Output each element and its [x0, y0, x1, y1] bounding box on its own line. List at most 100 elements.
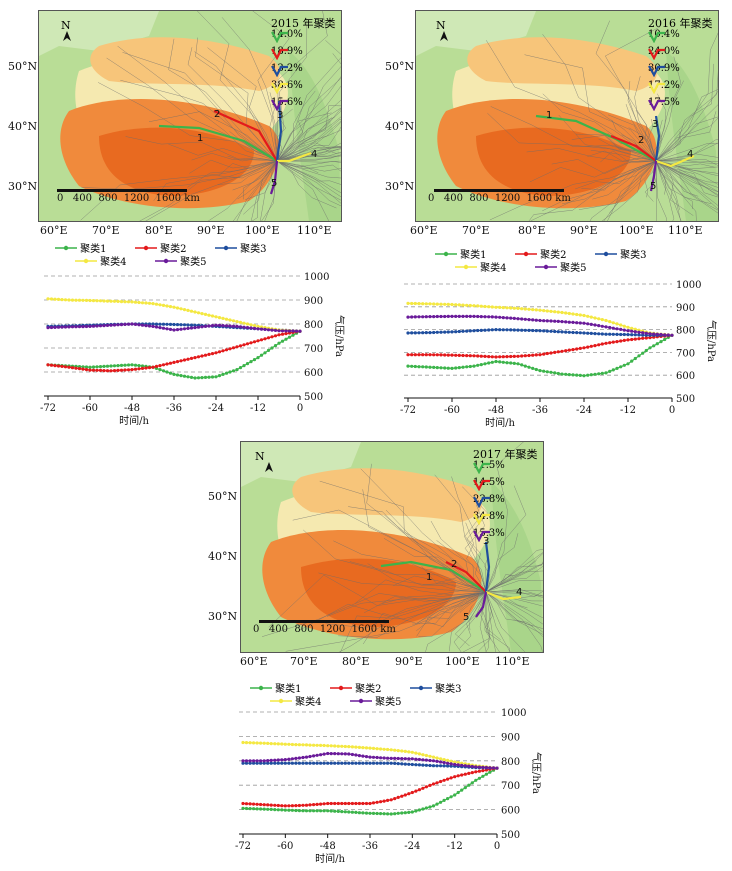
data-point	[586, 314, 590, 318]
data-point	[329, 801, 333, 806]
trajectory-line	[655, 142, 718, 162]
data-point	[542, 352, 546, 356]
data-point	[179, 374, 183, 378]
data-point	[112, 364, 117, 368]
data-point	[494, 355, 498, 359]
data-point	[340, 744, 344, 748]
cluster-number-label: 3	[483, 536, 489, 547]
data-point	[375, 800, 379, 804]
data-point	[126, 322, 131, 326]
legend-item: 聚类3	[410, 680, 462, 695]
data-point	[450, 302, 454, 307]
trajectory-line	[485, 591, 496, 652]
trajectory-line	[485, 560, 537, 593]
lat-label: 40°N	[8, 120, 38, 133]
data-point	[431, 804, 436, 808]
data-point	[428, 315, 432, 319]
trajectory-line	[655, 160, 694, 216]
data-point	[428, 331, 432, 335]
data-point	[487, 328, 491, 332]
data-point	[549, 370, 553, 374]
legend-swatch	[330, 685, 352, 691]
data-point	[442, 764, 446, 768]
data-point	[494, 328, 498, 332]
y-tick-label: 500	[304, 392, 323, 403]
trajectory-line	[276, 108, 293, 162]
data-point	[446, 764, 450, 768]
trajectory-line	[655, 160, 668, 221]
data-point	[439, 353, 443, 357]
trajectory-line	[655, 153, 718, 162]
legend-label: 聚类3	[432, 684, 462, 695]
data-point	[151, 302, 155, 306]
data-point	[491, 766, 496, 770]
data-point	[161, 326, 166, 330]
data-point	[333, 809, 337, 813]
data-point	[350, 810, 354, 814]
data-point	[413, 301, 417, 306]
data-point	[49, 325, 54, 330]
data-point	[375, 811, 379, 816]
data-point	[329, 752, 333, 756]
data-point	[456, 790, 460, 795]
zigzag-icon	[271, 31, 288, 43]
data-point	[130, 363, 134, 367]
trajectory-line	[459, 591, 487, 613]
data-point	[231, 346, 236, 350]
trajectory-line	[276, 160, 341, 172]
zigzag-stroke	[473, 530, 490, 542]
data-point	[406, 315, 410, 319]
data-point	[109, 299, 113, 303]
lon-label: 70°E	[92, 224, 120, 237]
cluster-percent-row: 13.2%	[271, 63, 303, 79]
zigzag-icon	[648, 48, 665, 60]
data-point	[575, 312, 579, 317]
data-point	[221, 349, 225, 353]
data-point	[449, 759, 453, 763]
data-point	[439, 330, 443, 334]
data-point	[467, 783, 471, 787]
data-point	[175, 306, 180, 310]
data-point	[421, 315, 425, 319]
scale-label: 400	[72, 193, 93, 204]
data-point	[410, 757, 414, 761]
data-point	[259, 741, 263, 745]
trajectory-line	[655, 160, 680, 210]
data-point	[161, 303, 166, 307]
x-tick-label: -36	[166, 403, 182, 414]
legend-item: 聚类5	[535, 259, 587, 274]
data-point	[633, 327, 637, 331]
trajectory-line	[604, 26, 660, 162]
data-point	[256, 339, 260, 343]
cluster-percent-value: 15.6%	[271, 97, 303, 108]
trajectory-line	[260, 160, 278, 221]
cluster-mean-trajectory	[445, 561, 487, 593]
trajectory-line	[276, 146, 341, 162]
data-point	[242, 364, 246, 368]
data-point	[269, 758, 273, 762]
data-point	[368, 746, 372, 750]
data-point	[567, 348, 571, 352]
data-point	[389, 798, 393, 802]
data-point	[468, 329, 472, 333]
x-tick-label: -24	[576, 405, 592, 416]
trajectory-line	[139, 160, 278, 221]
lat-label: 40°N	[385, 120, 415, 133]
data-point	[175, 323, 180, 327]
data-point	[315, 802, 319, 806]
trajectory-line	[236, 160, 278, 221]
data-point	[545, 309, 549, 313]
data-point	[147, 366, 152, 370]
map-title-2015: 2015 年聚类	[271, 17, 336, 30]
data-point	[449, 762, 453, 766]
data-point	[67, 365, 71, 369]
data-point	[304, 809, 309, 813]
data-point	[593, 323, 597, 327]
trajectory-line	[655, 160, 718, 192]
legend-item: 聚类5	[350, 693, 402, 708]
data-point	[446, 797, 450, 801]
legend-item: 聚类3	[595, 246, 647, 261]
data-point	[179, 327, 183, 331]
data-point	[393, 761, 397, 765]
data-point	[98, 299, 103, 303]
